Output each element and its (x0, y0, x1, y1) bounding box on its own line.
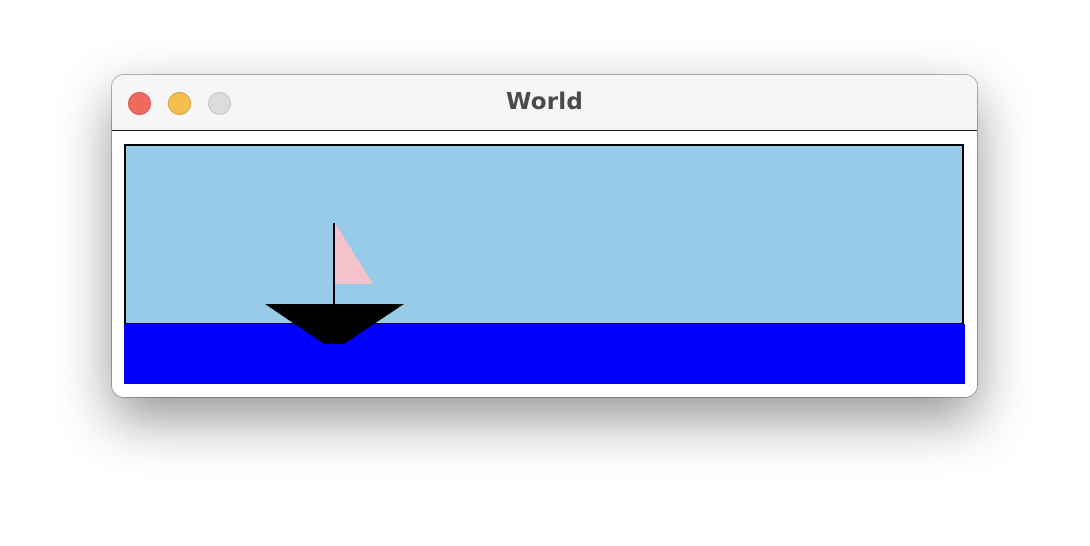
water (124, 324, 965, 384)
window-title: World (505, 89, 584, 115)
window-content (112, 131, 977, 397)
minimize-button[interactable] (168, 92, 191, 115)
hull (265, 304, 404, 344)
close-button[interactable] (128, 92, 151, 115)
sailboat (265, 223, 404, 344)
world-canvas (124, 144, 965, 384)
sail (335, 223, 373, 284)
sky (124, 144, 964, 325)
world-window: World (112, 75, 977, 397)
zoom-button[interactable] (208, 92, 231, 115)
title-bar[interactable]: World (112, 75, 977, 131)
